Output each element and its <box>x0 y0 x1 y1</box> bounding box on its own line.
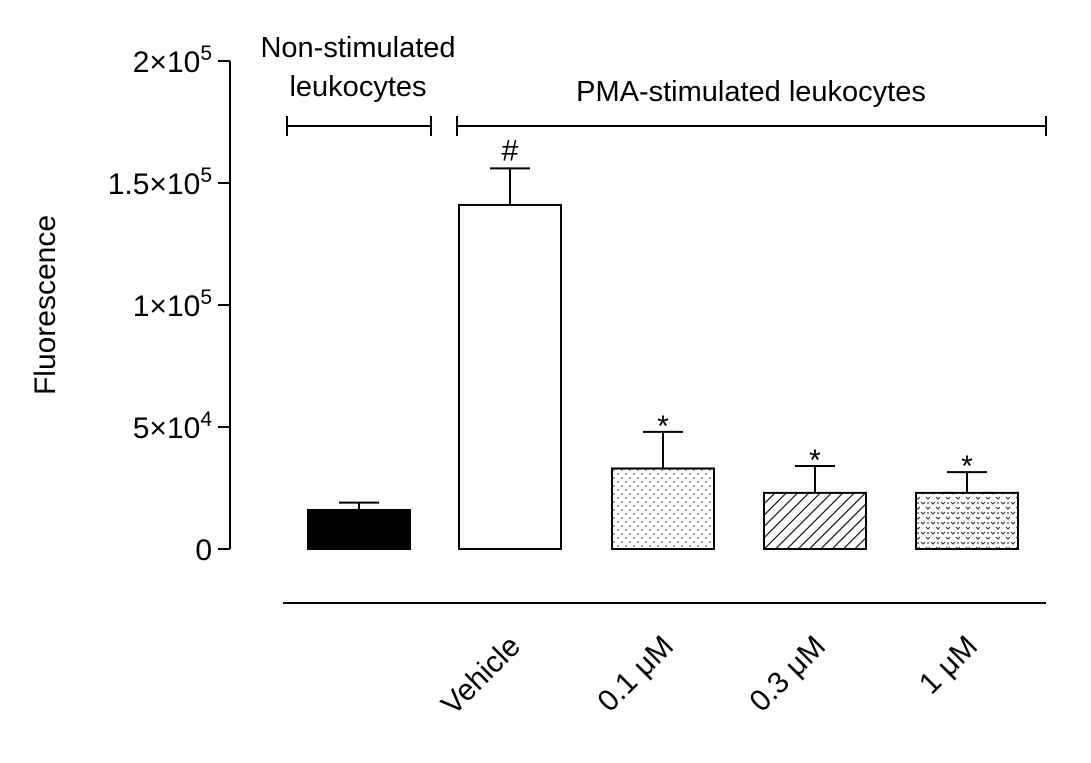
x-tick-label-1: Vehicle <box>435 630 527 722</box>
significance-2: * <box>657 410 669 443</box>
y-tick-label-3: 1.5×105 <box>108 164 212 201</box>
significance-3: * <box>809 444 821 477</box>
y-axis-label: Fluorescence <box>29 215 62 395</box>
y-tick-label-4: 2×105 <box>133 42 212 79</box>
bar-3 <box>763 491 867 551</box>
bar-1 <box>458 203 562 551</box>
y-tick-label-1: 5×104 <box>133 408 213 445</box>
y-tick-exponent: 5 <box>200 164 212 187</box>
y-tick-label-2: 1×105 <box>133 286 212 323</box>
significance-1: # <box>502 134 519 167</box>
y-tick-exponent: 5 <box>200 42 212 65</box>
y-tick-base: 1.5×10 <box>108 168 201 201</box>
y-tick-exponent: 4 <box>200 408 212 431</box>
significance-4: * <box>961 450 973 483</box>
x-tick-label-4: 1 μM <box>913 630 984 701</box>
group-label-1-0: PMA-stimulated leukocytes <box>576 76 926 108</box>
bar-0 <box>307 508 411 550</box>
y-tick-exponent: 5 <box>200 286 212 309</box>
x-tick-label-2: 0.1 μM <box>591 630 680 719</box>
x-tick-label-3: 0.3 μM <box>743 630 832 719</box>
y-tick-base: 0 <box>195 534 212 567</box>
bar-2 <box>611 467 715 551</box>
y-tick-base: 2×10 <box>133 46 201 79</box>
y-tick-base: 1×10 <box>133 290 201 323</box>
group-label-0-1: leukocytes <box>289 71 426 103</box>
y-tick-base: 5×10 <box>133 412 201 445</box>
y-tick-label-0: 0 <box>195 534 212 567</box>
group-label-0-0: Non-stimulated <box>260 32 455 64</box>
bar-4 <box>915 491 1019 551</box>
